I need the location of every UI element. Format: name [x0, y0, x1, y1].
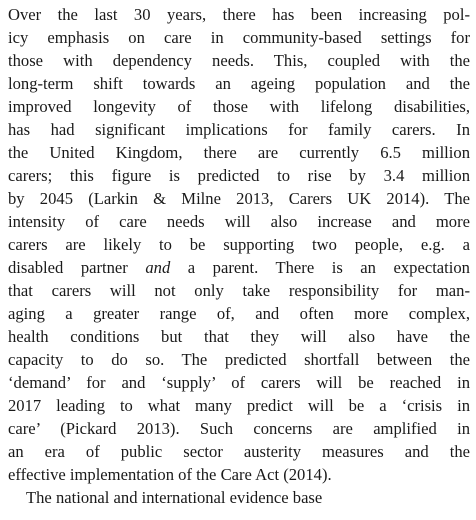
text-line: The national and international evidence …: [26, 488, 323, 507]
text-line: disabled partner and a parent. There is …: [8, 256, 470, 279]
text-line: effective implementation of the Care Act…: [8, 465, 332, 484]
text-line: has had significant implications for fam…: [8, 120, 470, 139]
text-line: intensity of care needs will also increa…: [8, 212, 470, 231]
text-line: long-term shift towards an ageing popula…: [8, 74, 470, 93]
text-line: the United Kingdom, there are currently …: [8, 143, 470, 162]
text-segment: and: [145, 258, 171, 277]
text-line: Over the last 30 years, there has been i…: [8, 5, 470, 24]
text-line: care’ (Pickard 2013). Such concerns are …: [8, 419, 470, 438]
text-line: ‘demand’ for and ‘supply’ of carers will…: [8, 373, 470, 392]
text-line: by 2045 (Larkin & Milne 2013, Carers UK …: [8, 189, 470, 208]
text-line: an era of public sector austerity measur…: [8, 442, 470, 461]
text-line: icy emphasis on care in community-based …: [8, 28, 470, 47]
text-line: aging a greater range of, and often more…: [8, 304, 470, 323]
body-text: Over the last 30 years, there has been i…: [8, 3, 470, 509]
text-line: those with dependency needs. This, coupl…: [8, 51, 470, 70]
text-segment: disabled partner: [8, 258, 146, 277]
text-line: that carers will not only take responsib…: [8, 281, 470, 300]
text-line: carers; this figure is predicted to rise…: [8, 166, 470, 185]
text-line: carers are likely to be supporting two p…: [8, 235, 470, 254]
text-line: improved longevity of those with lifelon…: [8, 97, 470, 116]
text-segment: a parent. There is an expectation: [170, 258, 470, 277]
text-line: capacity to do so. The predicted shortfa…: [8, 350, 470, 369]
text-line: health conditions but that they will als…: [8, 327, 470, 346]
text-line: 2017 leading to what many predict will b…: [8, 396, 470, 415]
